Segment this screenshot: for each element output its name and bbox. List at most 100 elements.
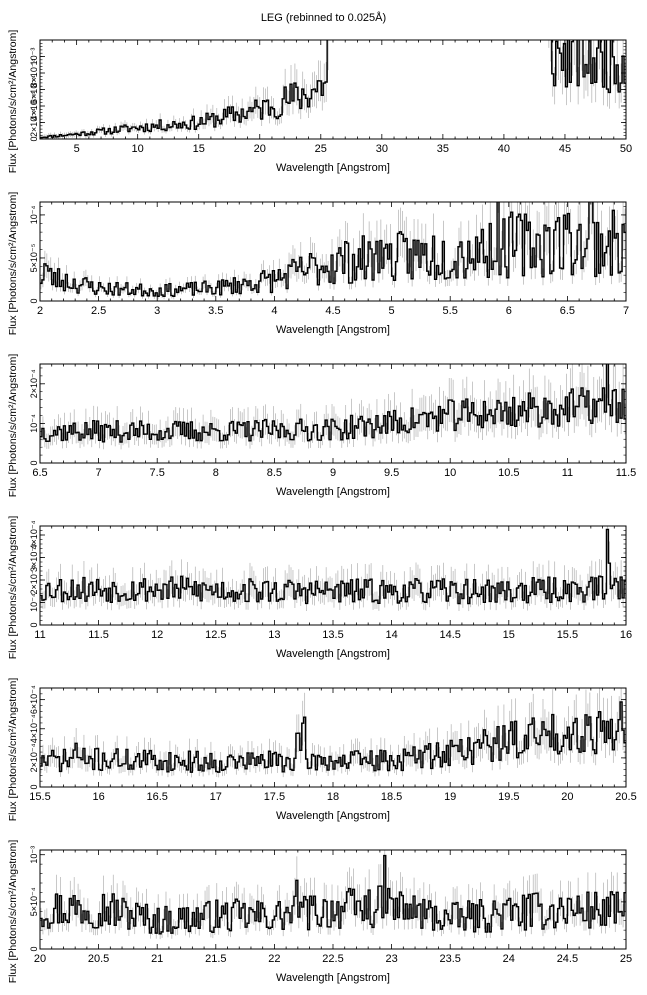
spectrum-panel-4: 11 11.5 12 12.5 13 13.5 14 14.5 15 15.5 16 0 10⁻⁴2×1… [7,516,632,660]
y-tick-label: 2×10⁻⁴ [29,369,39,398]
x-tick-label: 20.5 [615,791,636,803]
y-tick-label: 4×10⁻⁴ [29,520,39,549]
x-tick-label: 18 [327,791,339,803]
x-tick-label: 8.5 [267,467,282,479]
y-axis-label: Flux [Photons/s/cm²/Angstrom] [7,840,19,984]
x-tick-label: 20.5 [88,953,109,965]
x-tick-label: 17.5 [264,791,285,803]
x-tick-label: 12 [151,629,163,641]
x-tick-label: 11 [562,467,573,479]
x-tick-label: 7 [623,305,629,317]
y-tick-label: 10⁻³ [29,48,39,66]
x-tick-label: 3.5 [208,305,223,317]
y-tick-label: 0 [29,298,39,303]
x-tick-label: 22.5 [322,953,343,965]
x-tick-label: 3 [154,305,160,317]
y-tick-label: 6×10⁻⁴ [29,75,39,104]
x-axis-label: Wavelength [Angstrom] [276,324,390,336]
spectrum-line [40,364,626,443]
axes-frame [39,39,627,140]
x-axis-label: Wavelength [Angstrom] [276,486,390,498]
x-tick-label: 40 [498,143,510,155]
spectrum-panel-5: 15.5 16 16.5 17 17.5 18 18.5 19 19.5 20 20.5 0 2×10⁻… [7,678,637,822]
x-tick-label: 15.5 [29,791,50,803]
y-tick-label: 4×10⁻⁴ [29,714,39,743]
x-tick-label: 14.5 [439,629,460,641]
x-tick-label: 8 [213,467,219,479]
x-tick-label: 14 [385,629,397,641]
x-tick-label: 5 [74,143,80,155]
x-tick-label: 20 [561,791,573,803]
y-axis-label: Flux [Photons/s/cm²/Angstrom] [7,354,19,498]
x-tick-label: 23 [385,953,397,965]
x-tick-label: 6.5 [32,467,47,479]
y-tick-label: 0 [29,784,39,789]
x-tick-label: 6.5 [560,305,575,317]
y-tick-label: 10⁻⁴ [29,593,39,612]
x-tick-label: 35 [437,143,449,155]
x-tick-label: 2 [37,305,43,317]
y-tick-label: 3×10⁻⁴ [29,543,39,572]
x-tick-label: 16.5 [146,791,167,803]
x-tick-label: 5 [389,305,395,317]
x-tick-label: 17 [210,791,222,803]
x-tick-label: 10 [444,467,456,479]
x-tick-label: 15 [503,629,515,641]
x-axis-label: Wavelength [Angstrom] [276,972,390,984]
spectrum-line [40,701,626,773]
x-tick-label: 24 [503,953,515,965]
y-tick-label: 5×10⁻⁴ [29,887,39,916]
x-tick-label: 9 [330,467,336,479]
spectrum-line [40,854,626,935]
x-tick-label: 7.5 [150,467,165,479]
x-tick-label: 20 [34,953,46,965]
y-tick-label: 5×10⁻⁵ [29,243,39,272]
spectrum-panel-3: 6.5 7 7.5 8 8.5 9 9.5 10 10.5 11 11.5 0 10⁻⁴ 2×10⁻⁴ Wa… [7,354,637,498]
y-tick-label: 0 [29,136,39,141]
x-tick-label: 15.5 [557,629,578,641]
x-tick-label: 21.5 [205,953,226,965]
x-tick-label: 13 [268,629,280,641]
x-tick-label: 7 [96,467,102,479]
y-tick-label: 10⁻⁴ [29,414,39,433]
y-tick-label: 10⁻⁴ [29,205,39,224]
y-tick-label: 2×10⁻⁴ [29,565,39,594]
y-tick-label: 10⁻³ [29,846,39,864]
x-axis-label: Wavelength [Angstrom] [276,810,390,822]
y-tick-label: 2×10⁻⁴ [29,108,39,137]
spectrum-line [40,40,626,139]
spectrum-panel-6: 20 20.5 21 21.5 22 22.5 23 23.5 24 24.5 25 0 5×10⁻⁴ 1… [7,840,632,984]
y-tick-label: 0 [29,946,39,951]
spectrum-panel-1: 5 10 15 20 25 30 35 40 45 50 02×10⁻⁴4×10⁻⁴6×10⁻⁴8×… [7,30,632,174]
x-tick-label: 30 [376,143,388,155]
y-tick-label: 6×10⁻⁴ [29,685,39,714]
spectrum-line [40,528,626,605]
y-tick-label: 4×10⁻⁴ [29,91,39,120]
x-tick-label: 13.5 [322,629,343,641]
y-tick-label: 2×10⁻⁴ [29,743,39,772]
y-tick-label: 0 [29,460,39,465]
x-tick-label: 11.5 [616,467,637,479]
y-axis-label: Flux [Photons/s/cm²/Angstrom] [7,30,19,174]
errorbars [40,364,626,450]
spectrum-line [40,202,626,298]
x-tick-label: 25 [620,953,632,965]
axes-frame [39,525,627,626]
x-tick-label: 16 [620,629,632,641]
x-tick-label: 11.5 [88,629,109,641]
x-tick-label: 22 [268,953,280,965]
x-axis-label: Wavelength [Angstrom] [276,648,390,660]
x-tick-label: 18.5 [381,791,402,803]
x-tick-label: 21 [151,953,163,965]
y-axis-label: Flux [Photons/s/cm²/Angstrom] [7,192,19,336]
y-tick-label: 0 [29,622,39,627]
x-axis-label: Wavelength [Angstrom] [276,162,390,174]
x-tick-label: 45 [559,143,571,155]
x-tick-label: 4.5 [325,305,340,317]
x-tick-label: 19 [444,791,456,803]
x-tick-label: 24.5 [557,953,578,965]
y-axis-label: Flux [Photons/s/cm²/Angstrom] [7,516,19,660]
x-tick-label: 4 [271,305,277,317]
x-tick-label: 16 [92,791,104,803]
